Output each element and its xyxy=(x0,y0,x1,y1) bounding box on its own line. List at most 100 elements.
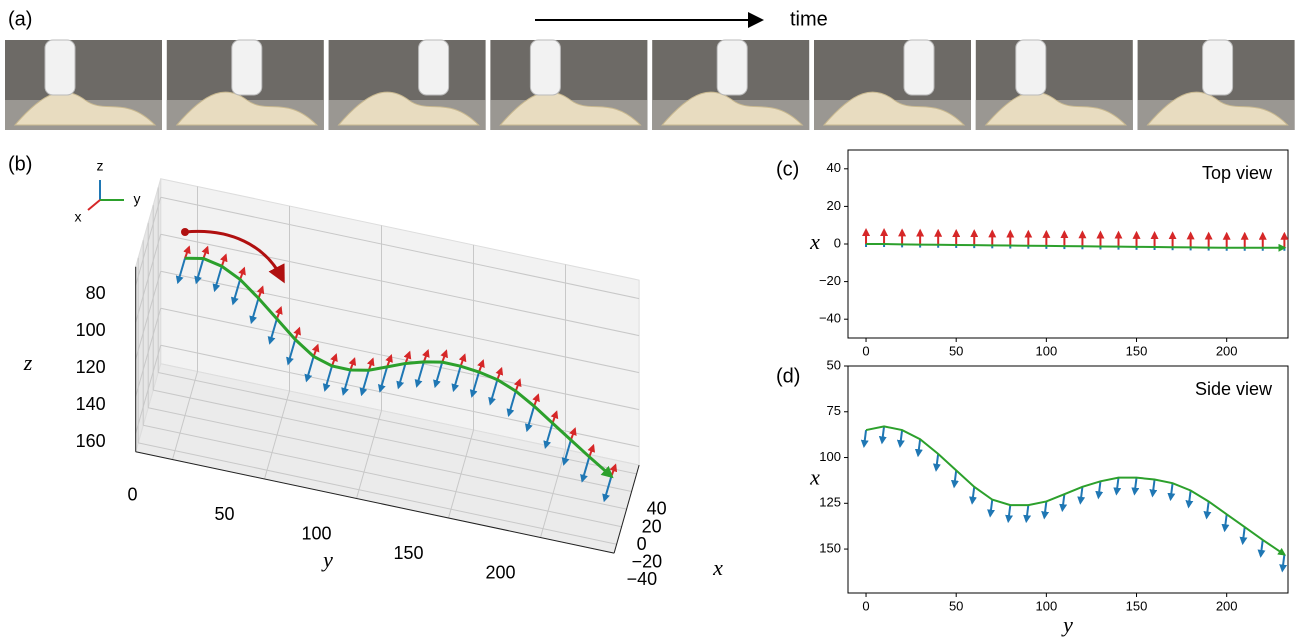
z-axis-arrow xyxy=(1059,494,1068,513)
z-axis-arrow xyxy=(878,426,887,445)
x-axis-arrow xyxy=(366,357,375,371)
photo-strip xyxy=(5,39,1295,130)
z-axis-arrow xyxy=(249,297,260,325)
z-axis-arrow xyxy=(488,379,499,406)
z-tick-label: 140 xyxy=(76,394,106,414)
z-axis-arrow xyxy=(987,499,995,518)
x-axis-arrow xyxy=(440,349,448,363)
grid-line xyxy=(160,307,640,411)
photo-robot xyxy=(44,39,76,96)
axis-label: z xyxy=(23,350,33,375)
z-axis-arrow xyxy=(451,365,462,393)
x-axis-arrow xyxy=(569,427,577,441)
x-tick-label: 100 xyxy=(1036,598,1058,613)
x-axis-arrow xyxy=(256,285,265,299)
x-axis-arrow xyxy=(330,353,338,367)
z-axis-arrow xyxy=(304,356,315,383)
z-tick-label: 160 xyxy=(76,431,106,451)
z-axis-arrow xyxy=(212,265,223,293)
x-axis-arrow xyxy=(477,359,485,373)
photo-structure xyxy=(661,91,804,126)
y-tick-label: 0 xyxy=(127,484,137,504)
z-tick-label: 120 xyxy=(76,357,106,377)
z-axis-arrow xyxy=(1185,490,1194,509)
z-axis-arrow xyxy=(359,369,370,397)
photo-robot xyxy=(1015,39,1047,96)
y-tick-label: 150 xyxy=(393,543,423,563)
x-tick-label: −40 xyxy=(627,569,658,589)
z-axis-arrow xyxy=(543,422,554,450)
x-axis-arrow xyxy=(385,353,393,368)
rotation-arrow xyxy=(184,229,285,284)
z-axis-arrow xyxy=(969,486,977,505)
z-axis-arrow xyxy=(602,476,613,503)
z-axis-arrow xyxy=(932,453,941,472)
z-axis-arrow xyxy=(433,361,444,389)
z-axis-arrow xyxy=(1113,477,1122,496)
z-axis-arrow xyxy=(1023,505,1032,524)
axis-label: y xyxy=(1061,612,1073,637)
z-axis-arrow xyxy=(580,456,591,483)
trajectory xyxy=(866,243,1287,252)
z-axis-arrow xyxy=(1279,554,1288,573)
z-axis-arrow xyxy=(230,279,242,306)
y-tick-label: 75 xyxy=(827,403,841,418)
key-label: z xyxy=(97,158,104,174)
x-axis-arrow xyxy=(275,306,283,320)
y-tick-label: 20 xyxy=(827,198,841,213)
z-axis-arrow xyxy=(1041,501,1050,520)
x-axis-arrow xyxy=(403,350,412,364)
x-axis-arrow xyxy=(495,366,504,381)
z-axis-arrow xyxy=(1221,514,1230,533)
grid-line xyxy=(160,196,640,300)
key-label: y xyxy=(134,191,141,207)
z-axis-arrow xyxy=(341,369,352,396)
photo-robot xyxy=(1202,39,1234,96)
y-tick-label: 100 xyxy=(819,449,841,464)
panel-label: (d) xyxy=(776,365,800,387)
axis-key: z y x xyxy=(75,158,141,225)
x-tick-label: 200 xyxy=(1216,343,1238,358)
chart-title: Side view xyxy=(1195,379,1273,399)
y-tick-label: 50 xyxy=(214,504,234,524)
photo-structure xyxy=(13,91,157,126)
x-axis-arrow xyxy=(311,343,320,357)
axis-line xyxy=(613,464,640,554)
key-label: x xyxy=(75,209,82,225)
panel-label: (b) xyxy=(8,153,32,175)
x-axis-arrow xyxy=(422,349,430,363)
photo-structure xyxy=(337,91,480,126)
photo-structure xyxy=(822,91,966,126)
y-tick-label: 40 xyxy=(827,160,841,175)
x-tick-label: 40 xyxy=(647,499,667,519)
x-tick-label: 50 xyxy=(949,598,963,613)
x-axis-arrow xyxy=(219,253,228,267)
x-axis-arrow xyxy=(201,245,210,259)
axis-line xyxy=(135,451,615,554)
z-axis-arrow xyxy=(1149,479,1158,498)
photo-structure xyxy=(984,91,1128,126)
photo-robot xyxy=(231,39,263,96)
photo-structure xyxy=(499,91,642,126)
z-axis-arrow xyxy=(524,405,536,433)
x-axis-arrow xyxy=(532,393,540,407)
z-axis-arrow xyxy=(414,361,425,388)
y-tick-label: 0 xyxy=(834,235,841,250)
x-axis-arrow xyxy=(458,353,467,367)
photo-structure xyxy=(175,91,319,126)
z-axis-arrow xyxy=(396,363,407,390)
x-axis-arrow xyxy=(550,410,559,424)
z-axis-arrow xyxy=(914,439,923,458)
z-axis-arrow xyxy=(1239,526,1248,546)
x-tick-label: 100 xyxy=(1036,343,1058,358)
trajectory xyxy=(184,256,614,479)
z-axis-arrow xyxy=(1167,483,1176,502)
x-tick-label: 150 xyxy=(1126,598,1148,613)
y-tick-label: 125 xyxy=(819,495,841,510)
x-tick-label: 150 xyxy=(1126,343,1148,358)
z-axis-arrow xyxy=(377,366,389,393)
y-tick-label: 100 xyxy=(301,523,331,543)
